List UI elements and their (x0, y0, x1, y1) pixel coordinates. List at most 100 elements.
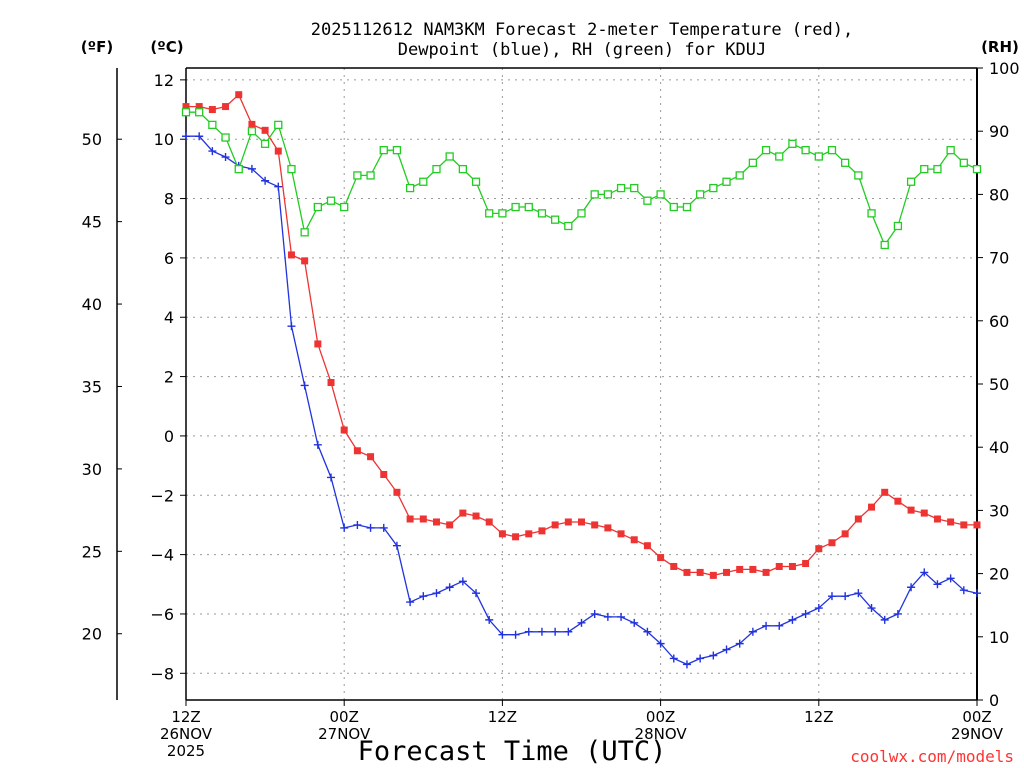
temperature-point (208, 106, 216, 114)
tick-labels: 121086420−2−4−6−812Z26NOV202500Z27NOV12Z… (82, 59, 1020, 760)
rh-point (208, 120, 217, 130)
temperature-point (195, 103, 203, 111)
rh-tick-label: 30 (989, 501, 1009, 520)
dewpoint-point (392, 541, 401, 550)
rh-point (537, 209, 547, 218)
rh-tick-label: 100 (989, 59, 1020, 78)
rh-point (419, 177, 428, 186)
celsius-tick-label: −6 (150, 605, 174, 624)
series-rh (181, 108, 982, 250)
rh-point (247, 127, 257, 136)
fahrenheit-unit-label: (ºF) (81, 38, 113, 56)
temperature-point (340, 426, 348, 434)
rh-point (696, 190, 705, 199)
dewpoint-point (221, 153, 230, 162)
temperature-point (353, 447, 361, 455)
temperature-point (314, 340, 322, 348)
rh-point (353, 171, 362, 180)
grid-lines (186, 68, 977, 700)
dewpoint-point (669, 654, 678, 663)
temperature-point (709, 571, 717, 579)
temperature-point (564, 518, 572, 526)
rh-tick-label: 10 (989, 628, 1009, 647)
rh-point (827, 146, 837, 155)
rh-point (761, 146, 771, 155)
rh-point (933, 164, 942, 174)
temperature-point (749, 565, 757, 573)
dewpoint-point (867, 604, 876, 613)
temperature-point (274, 147, 282, 155)
temperature-point (670, 562, 678, 570)
rh-point (274, 120, 283, 130)
dewpoint-point (472, 589, 481, 598)
rh-tick-label: 20 (989, 565, 1009, 584)
rh-point (392, 146, 402, 155)
dewpoint-point (946, 574, 955, 583)
dewpoint-point (590, 609, 599, 618)
chart-title-line2: Dewpoint (blue), RH (green) for KDUJ (398, 40, 766, 60)
dewpoint-point (841, 592, 850, 601)
temperature-point (933, 515, 941, 523)
dewpoint-point (247, 164, 256, 173)
x-tick-label: 28NOV (635, 725, 688, 743)
dewpoint-point (775, 621, 784, 630)
dewpoint-point (261, 176, 270, 185)
series-2-meter-temperature (182, 91, 981, 579)
temperature-point (854, 515, 862, 523)
x-tick-label: 00Z (330, 708, 359, 726)
dewpoint-point (696, 654, 705, 663)
rh-tick-label: 40 (989, 438, 1009, 457)
temperature-point (723, 568, 731, 576)
source-credit: coolwx.com/models (850, 747, 1014, 766)
celsius-tick-label: 2 (164, 368, 174, 387)
temperature-point (881, 488, 889, 496)
series-line (186, 93, 977, 577)
dewpoint-point (854, 589, 863, 598)
temperature-point (419, 515, 427, 523)
dewpoint-point (577, 618, 586, 627)
rh-point (643, 196, 652, 205)
celsius-tick-label: 4 (164, 308, 174, 327)
dewpoint-point (313, 440, 322, 449)
rh-tick-label: 80 (989, 185, 1009, 204)
rh-point (722, 177, 731, 186)
temperature-point (775, 562, 783, 570)
dewpoint-point (458, 577, 467, 586)
dewpoint-point (735, 639, 744, 648)
rh-point (906, 177, 916, 186)
rh-point (854, 171, 863, 180)
rh-point (221, 133, 230, 142)
rh-point (814, 152, 823, 161)
rh-point (630, 183, 639, 193)
dewpoint-point (920, 568, 929, 577)
data-series (181, 91, 982, 669)
temperature-point (551, 521, 559, 529)
temperature-point (525, 530, 533, 538)
rh-point (748, 158, 758, 167)
rh-tick-label: 90 (989, 122, 1009, 141)
dewpoint-point (827, 592, 836, 601)
dewpoint-point (287, 322, 296, 331)
rh-point (682, 202, 692, 212)
temperature-point (485, 518, 493, 526)
dewpoint-point (551, 627, 560, 636)
rh-point (590, 190, 599, 199)
rh-point (616, 183, 626, 193)
dewpoint-point (445, 583, 454, 592)
temperature-point (393, 488, 401, 496)
series-dewpoint (182, 132, 981, 669)
x-tick-label: 2025 (167, 742, 205, 760)
temperature-point (868, 503, 876, 511)
temperature-point (538, 527, 546, 535)
celsius-tick-label: 6 (164, 249, 174, 268)
rh-point (471, 177, 481, 186)
dewpoint-point (379, 523, 388, 532)
dewpoint-point (511, 630, 520, 639)
rh-point (788, 139, 797, 148)
dewpoint-point (208, 147, 217, 156)
dewpoint-point (748, 627, 757, 636)
temperature-point (894, 497, 902, 505)
rh-point (577, 209, 586, 218)
x-tick-label: 12Z (488, 708, 517, 726)
